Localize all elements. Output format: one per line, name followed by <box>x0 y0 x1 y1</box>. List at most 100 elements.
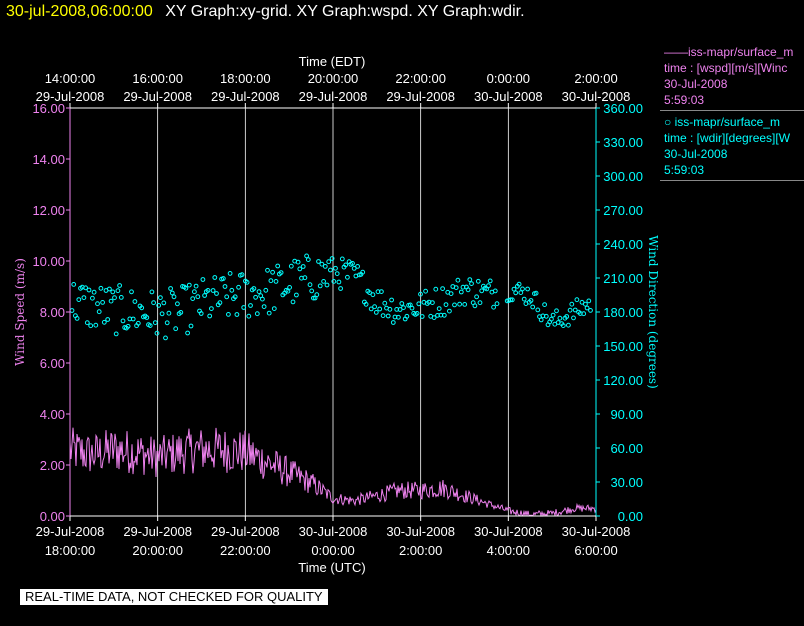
wind-direction-point <box>571 315 576 321</box>
wind-direction-point <box>139 305 145 311</box>
wind-direction-point <box>433 286 439 292</box>
right-tick-label: 300.00 <box>603 169 643 184</box>
left-axis-label: Wind Speed (m/s) <box>13 258 27 366</box>
left-tick-label: 16.00 <box>32 101 65 116</box>
top-tick-date: 29-Jul-2008 <box>211 89 280 104</box>
left-tick-label: 8.00 <box>40 305 65 320</box>
legend-divider <box>660 110 804 111</box>
legend-wdir-date: 30-Jul-2008 <box>664 147 728 161</box>
wind-direction-point <box>418 291 423 297</box>
wind-direction-point <box>336 279 342 285</box>
timestamp: 30-jul-2008,06:00:00 <box>6 3 153 20</box>
top-tick-date: 29-Jul-2008 <box>36 89 105 104</box>
wind-direction-point <box>220 276 226 281</box>
wind-direction-point <box>474 294 480 300</box>
wind-direction-point <box>550 312 556 318</box>
wind-direction-point <box>307 282 313 288</box>
wind-direction-point <box>236 284 242 290</box>
wind-direction-point <box>443 302 449 308</box>
wind-direction-point <box>441 312 447 318</box>
right-tick-label: 270.00 <box>603 203 643 218</box>
wind-direction-point <box>217 300 223 306</box>
right-tick-label: 90.00 <box>610 407 643 422</box>
wind-direction-point <box>525 286 530 292</box>
right-tick-label: 30.00 <box>610 475 643 490</box>
wind-direction-point <box>164 320 170 326</box>
wind-direction-point <box>98 285 104 291</box>
legend-divider <box>660 180 804 181</box>
wind-direction-point <box>331 279 337 284</box>
wind-direction-point <box>322 264 328 269</box>
wind-direction-point <box>389 297 395 303</box>
wind-direction-point <box>297 266 303 272</box>
wind-direction-point <box>477 300 483 306</box>
right-tick-label: 330.00 <box>603 135 643 150</box>
wind-direction-point <box>379 289 384 295</box>
wind-direction-point <box>158 295 163 301</box>
wind-direction-point <box>350 261 355 266</box>
wind-direction-point <box>373 310 379 315</box>
left-tick-label: 14.00 <box>32 152 65 167</box>
wind-direction-point <box>513 290 519 296</box>
wind-direction-point <box>363 301 369 307</box>
wind-direction-point <box>321 279 327 284</box>
wind-direction-point <box>168 286 174 291</box>
wind-direction-point <box>76 297 82 303</box>
bottom-tick-date: 29-Jul-2008 <box>123 524 192 539</box>
bottom-tick-date: 30-Jul-2008 <box>299 524 368 539</box>
wind-direction-point <box>224 294 230 300</box>
wind-direction-point <box>144 315 150 320</box>
wind-direction-point <box>129 289 134 295</box>
bottom-tick-time: 4:00:00 <box>487 543 530 558</box>
wind-direction-point <box>453 285 459 291</box>
top-tick-date: 30-Jul-2008 <box>562 89 631 104</box>
wind-direction-point <box>560 323 566 329</box>
wind-direction-point <box>472 303 478 309</box>
wind-direction-point <box>564 314 570 319</box>
wind-direction-point <box>253 294 259 300</box>
wind-direction-point <box>566 322 571 328</box>
bottom-tick-time: 20:00:00 <box>132 543 183 558</box>
wind-direction-point <box>163 335 168 341</box>
wind-direction-point <box>317 283 323 289</box>
wind-direction-point <box>387 306 393 312</box>
wind-direction-point <box>440 286 446 292</box>
right-tick-label: 210.00 <box>603 271 643 286</box>
wind-direction-point <box>300 264 306 269</box>
legend-wspd-time: 5:59:03 <box>664 93 705 107</box>
wind-direction-point <box>569 301 575 307</box>
wind-direction-point <box>266 310 272 316</box>
right-tick-label: 150.00 <box>603 339 643 354</box>
right-tick-label: 240.00 <box>603 237 643 252</box>
top-tick-time: 2:00:00 <box>574 71 617 86</box>
wind-direction-point <box>382 300 388 306</box>
wind-direction-point <box>368 306 374 312</box>
wind-direction-point <box>528 298 534 303</box>
right-axis-label: Wind Direction (degrees) <box>646 235 660 389</box>
wind-direction-point <box>202 293 208 298</box>
wind-direction-point <box>520 286 525 292</box>
wind-direction-point <box>287 285 293 290</box>
bottom-tick-date: 30-Jul-2008 <box>386 524 455 539</box>
wind-direction-point <box>491 304 497 310</box>
bottom-tick-date: 30-Jul-2008 <box>474 524 543 539</box>
wind-direction-point <box>343 262 349 268</box>
axes: 29-Jul-2008 18:00:00 29-Jul-2008 20:00:00 29… <box>32 71 643 558</box>
wind-direction-point <box>86 287 92 293</box>
wind-direction-point <box>455 277 461 283</box>
bottom-tick-time: 6:00:00 <box>574 543 617 558</box>
wind-speed-series <box>69 427 597 518</box>
wind-direction-point <box>265 267 270 273</box>
wind-direction-point <box>430 300 435 306</box>
wind-direction-point <box>251 286 257 291</box>
wind-direction-point <box>404 313 410 319</box>
wind-direction-point <box>530 304 536 310</box>
wind-direction-point <box>469 281 474 287</box>
left-tick-label: 4.00 <box>40 407 65 422</box>
wind-direction-point <box>397 307 403 312</box>
legend: ——iss-mapr/surface_m time : [wspd][m/s][… <box>660 44 804 194</box>
graph-titles: XY Graph:xy-grid. XY Graph:wspd. XY Grap… <box>165 3 525 20</box>
wind-direction-point <box>399 301 405 306</box>
wind-direction-point <box>207 313 213 319</box>
